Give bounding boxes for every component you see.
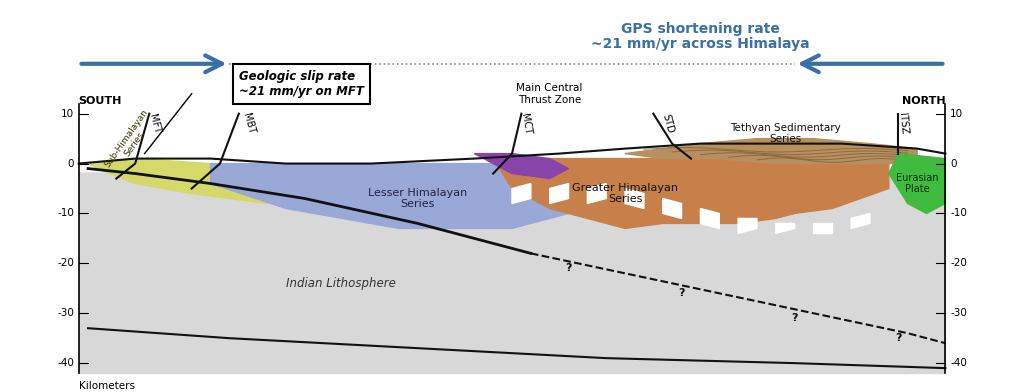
Text: NORTH: NORTH xyxy=(902,96,945,106)
Text: Geologic slip rate
~21 mm/yr on MFT: Geologic slip rate ~21 mm/yr on MFT xyxy=(239,70,364,98)
Polygon shape xyxy=(79,104,945,171)
Text: ?: ? xyxy=(792,313,798,323)
Polygon shape xyxy=(889,154,945,214)
Text: MFT: MFT xyxy=(146,113,162,134)
Polygon shape xyxy=(512,183,530,203)
Text: -10: -10 xyxy=(950,209,967,218)
Polygon shape xyxy=(550,183,568,203)
Text: ?: ? xyxy=(895,333,901,343)
Text: ITSZ: ITSZ xyxy=(897,113,909,135)
Polygon shape xyxy=(625,139,918,163)
Text: MCT: MCT xyxy=(519,113,532,135)
Text: Lesser Himalayan
Series: Lesser Himalayan Series xyxy=(369,188,467,209)
Text: -20: -20 xyxy=(950,258,967,269)
Text: 0: 0 xyxy=(950,159,956,169)
Text: ?: ? xyxy=(678,288,685,298)
Text: -30: -30 xyxy=(950,308,967,318)
Polygon shape xyxy=(88,159,286,203)
Text: 10: 10 xyxy=(60,109,74,119)
Text: Tethyan Sedimentary
Series: Tethyan Sedimentary Series xyxy=(730,123,841,144)
Text: 0: 0 xyxy=(68,159,74,169)
Text: -40: -40 xyxy=(950,358,967,368)
Text: MBT: MBT xyxy=(241,112,256,135)
Text: SOUTH: SOUTH xyxy=(79,96,122,106)
Polygon shape xyxy=(588,183,606,203)
Polygon shape xyxy=(738,218,757,233)
Text: ?: ? xyxy=(565,263,571,273)
Text: 10: 10 xyxy=(950,109,964,119)
Text: STD: STD xyxy=(660,113,675,134)
Polygon shape xyxy=(474,154,568,178)
Text: -20: -20 xyxy=(57,258,74,269)
Text: -10: -10 xyxy=(57,209,74,218)
Text: Eurasian
Plate: Eurasian Plate xyxy=(896,173,938,194)
Text: Indian Lithosphere: Indian Lithosphere xyxy=(286,277,395,290)
Polygon shape xyxy=(813,223,833,233)
Text: Sub-Himalayan
Series: Sub-Himalayan Series xyxy=(102,107,158,175)
Text: -40: -40 xyxy=(57,358,74,368)
Text: Main Central
Thrust Zone: Main Central Thrust Zone xyxy=(516,83,583,105)
Text: Kilometers: Kilometers xyxy=(79,381,134,390)
Text: GPS shortening rate: GPS shortening rate xyxy=(621,22,780,36)
Polygon shape xyxy=(494,149,889,229)
Polygon shape xyxy=(79,171,945,373)
Polygon shape xyxy=(851,214,870,229)
Polygon shape xyxy=(776,223,795,233)
Text: Greater Himalayan
Series: Greater Himalayan Series xyxy=(572,183,678,204)
Text: ~21 mm/yr across Himalaya: ~21 mm/yr across Himalaya xyxy=(591,37,810,51)
Polygon shape xyxy=(663,198,682,218)
Text: -30: -30 xyxy=(57,308,74,318)
Polygon shape xyxy=(700,209,719,229)
Polygon shape xyxy=(211,163,653,229)
Polygon shape xyxy=(625,189,644,209)
